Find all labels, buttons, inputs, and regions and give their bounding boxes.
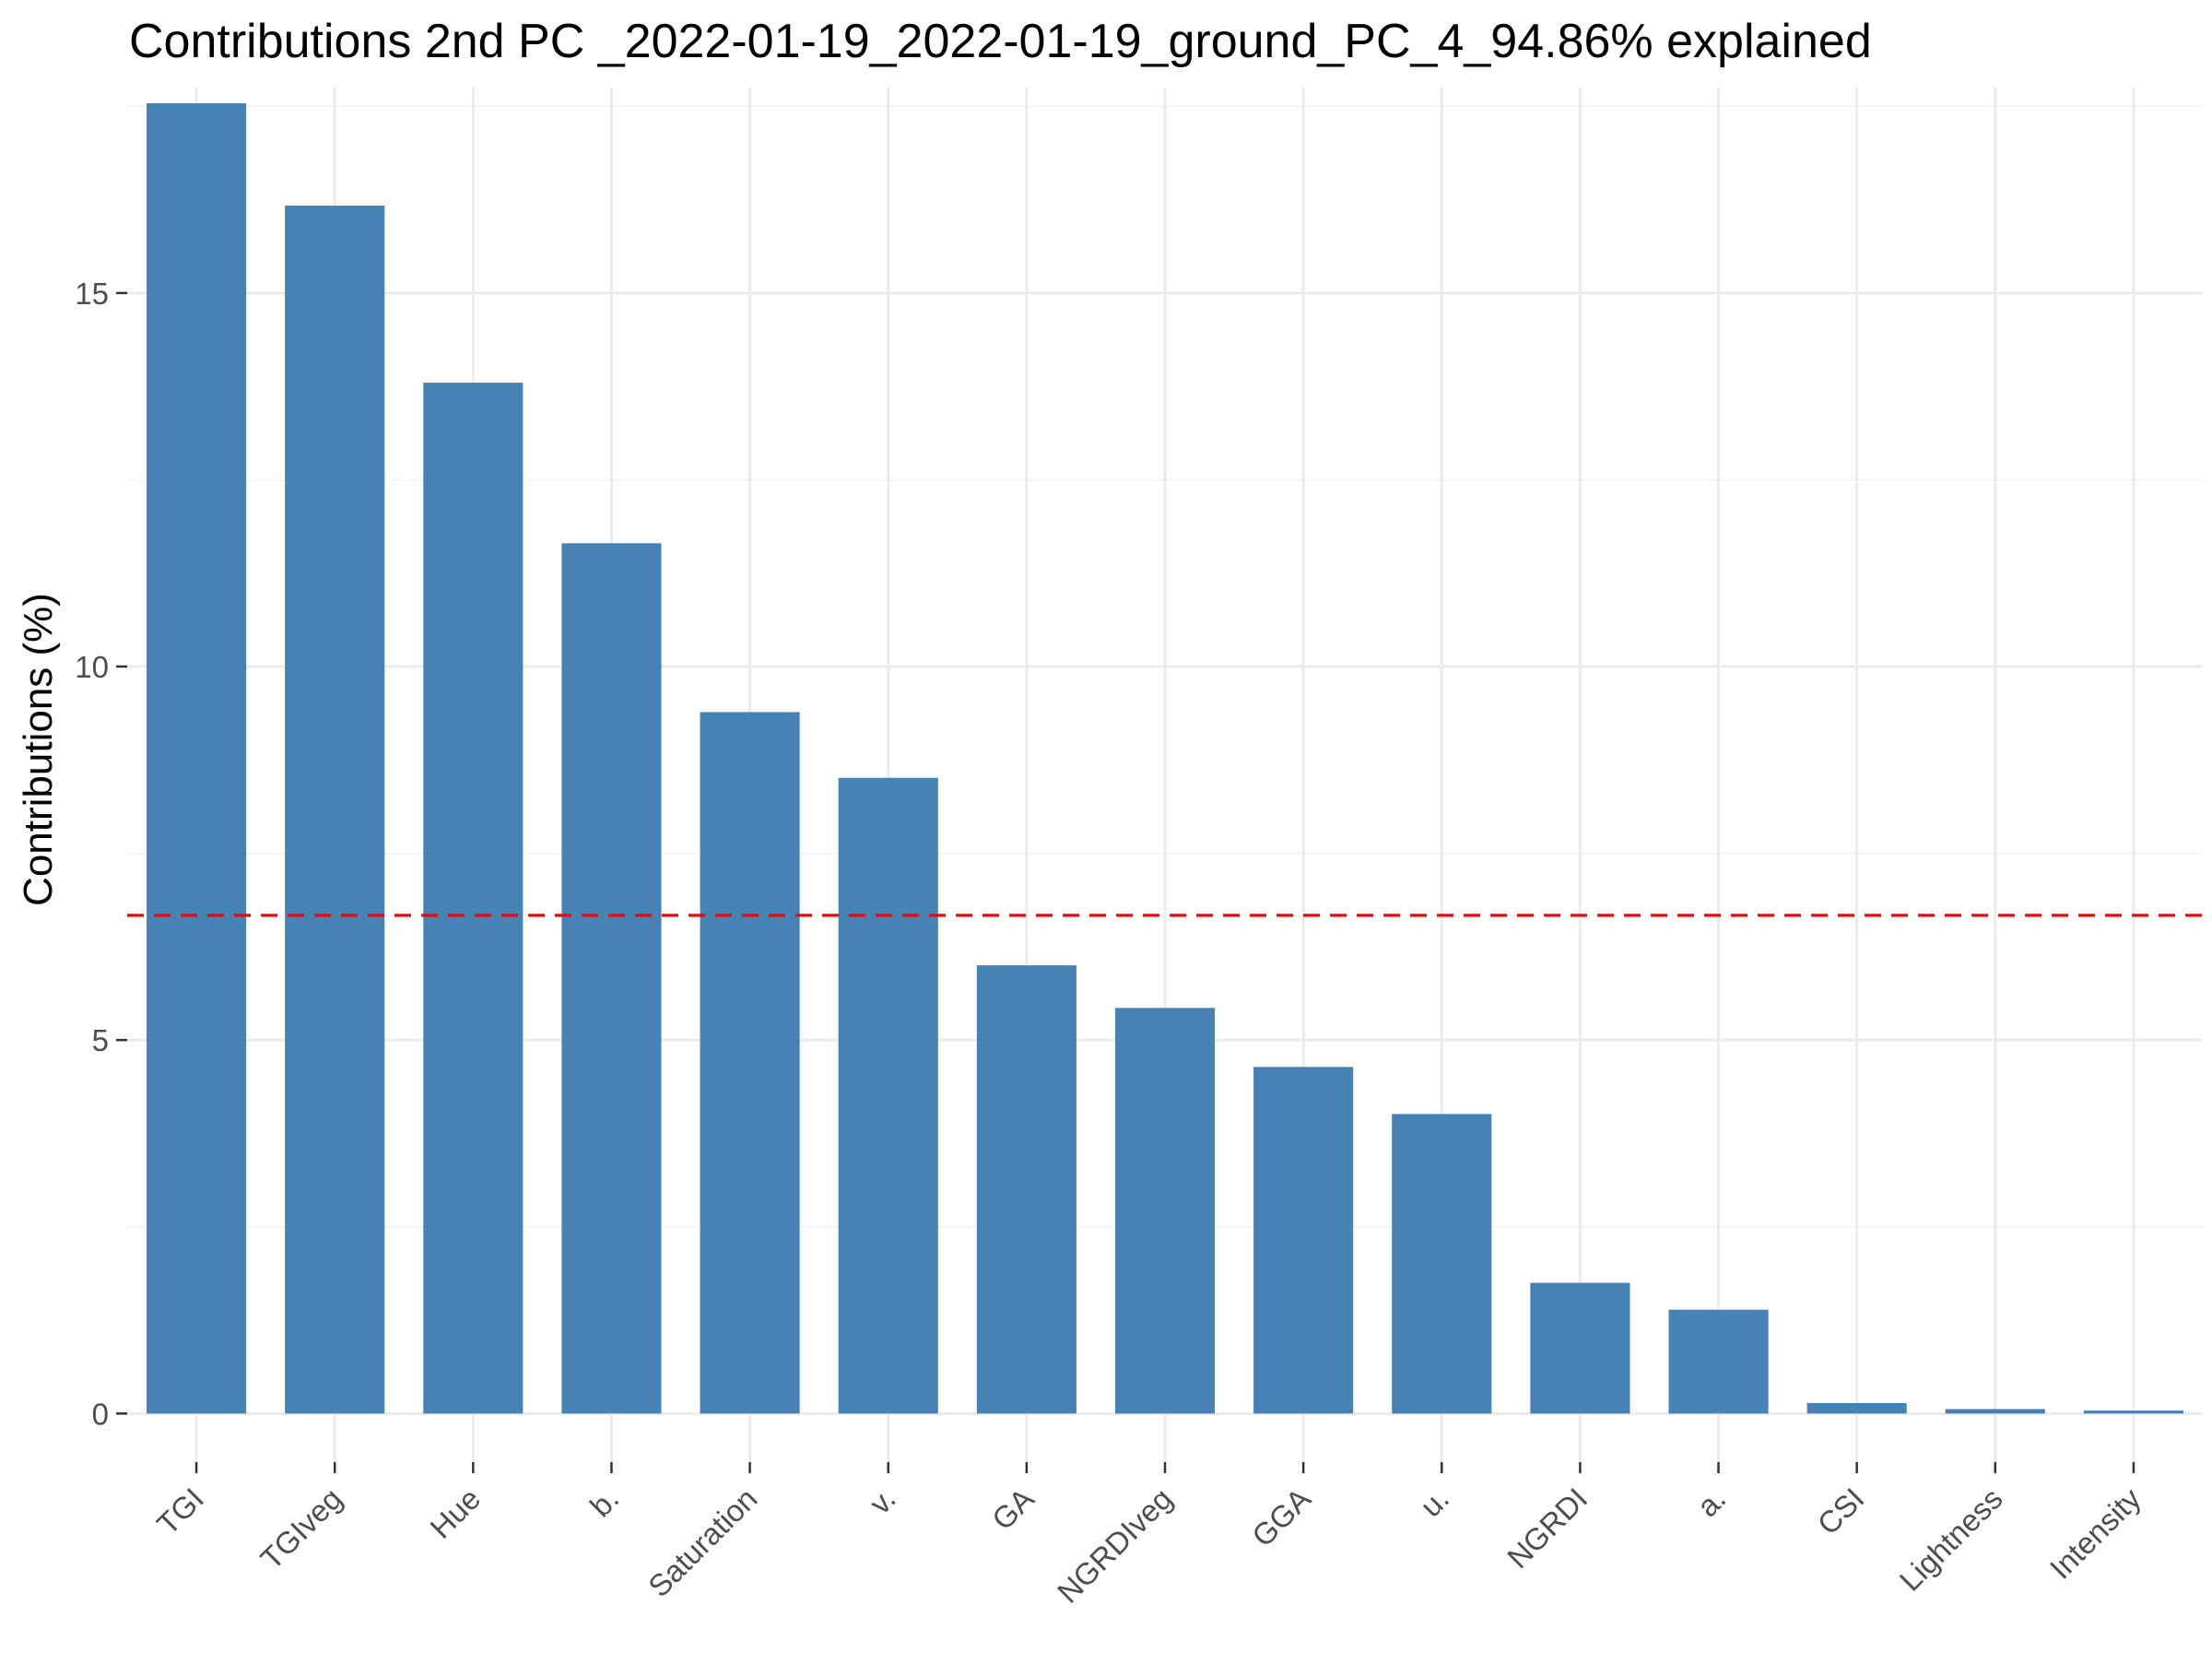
- bar-ngrdiveg: [1114, 1008, 1216, 1414]
- x-tick-label: a.: [1690, 1481, 1733, 1524]
- y-tick-label: 15: [75, 277, 109, 311]
- bar-saturation: [700, 712, 800, 1414]
- bar-ga: [976, 965, 1077, 1414]
- x-tick-label: v.: [863, 1481, 902, 1521]
- bar-a: [1668, 1309, 1769, 1414]
- x-tick-label: CSI: [1811, 1481, 1871, 1541]
- x-tick-label: GGA: [1245, 1481, 1317, 1553]
- x-tick-label: Intensity: [2043, 1481, 2147, 1585]
- bar-tgiveg: [285, 206, 385, 1414]
- bar-ngrdi: [1530, 1282, 1630, 1414]
- x-tick-label: Saturation: [641, 1481, 764, 1604]
- x-tick-label: NGRDI: [1500, 1481, 1594, 1575]
- bar-b: [561, 543, 662, 1414]
- x-tick-label: TGI: [150, 1481, 210, 1541]
- chart-title: Contributions 2nd PC _2022-01-19_2022-01…: [129, 15, 1872, 68]
- x-tick-label: NGRDIveg: [1051, 1481, 1179, 1610]
- bar-v: [838, 777, 938, 1414]
- bar-intensity: [2083, 1410, 2183, 1414]
- x-tick-label: b.: [583, 1481, 626, 1524]
- y-tick-label: 0: [92, 1397, 109, 1431]
- bar-u: [1392, 1114, 1492, 1414]
- x-tick-label: Hue: [423, 1481, 487, 1545]
- y-tick-label: 10: [75, 650, 109, 684]
- bar-lightness: [1945, 1409, 2045, 1414]
- bars-layer: [147, 103, 2183, 1414]
- x-tick-label: Lightness: [1893, 1481, 2009, 1598]
- x-tick-label: TGIveg: [253, 1481, 348, 1576]
- x-tick-label: GA: [985, 1481, 1041, 1537]
- y-tick-label: 5: [92, 1023, 109, 1057]
- bar-gga: [1253, 1067, 1354, 1414]
- bar-csi: [1806, 1402, 1907, 1414]
- bar-hue: [423, 383, 524, 1414]
- bar-tgi: [147, 103, 247, 1414]
- y-axis-title: Contributions (%): [16, 593, 61, 906]
- x-tick-label: u.: [1414, 1481, 1456, 1524]
